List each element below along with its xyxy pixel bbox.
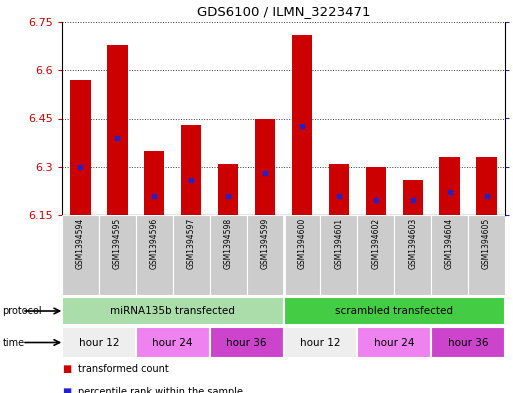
- Text: hour 24: hour 24: [152, 338, 193, 347]
- Text: hour 36: hour 36: [448, 338, 488, 347]
- Bar: [99, 215, 136, 295]
- Text: miRNA135b transfected: miRNA135b transfected: [110, 306, 235, 316]
- Text: time: time: [3, 338, 25, 347]
- Bar: [394, 215, 431, 295]
- Text: percentile rank within the sample: percentile rank within the sample: [78, 387, 243, 393]
- Text: GSM1394594: GSM1394594: [76, 217, 85, 269]
- Bar: [284, 215, 321, 295]
- Text: hour 12: hour 12: [300, 338, 341, 347]
- Text: GSM1394598: GSM1394598: [224, 217, 232, 268]
- Bar: [247, 215, 284, 295]
- Text: GSM1394603: GSM1394603: [408, 217, 417, 269]
- Bar: [144, 151, 165, 215]
- Bar: [218, 163, 238, 215]
- Text: hour 12: hour 12: [78, 338, 119, 347]
- Text: hour 24: hour 24: [374, 338, 415, 347]
- Bar: [440, 157, 460, 215]
- Bar: [107, 44, 128, 215]
- Title: GDS6100 / ILMN_3223471: GDS6100 / ILMN_3223471: [197, 5, 370, 18]
- Bar: [358, 215, 394, 295]
- Bar: [468, 215, 505, 295]
- Bar: [62, 297, 284, 325]
- Bar: [403, 180, 423, 215]
- Text: scrambled transfected: scrambled transfected: [336, 306, 453, 316]
- Text: GSM1394605: GSM1394605: [482, 217, 491, 269]
- Bar: [173, 215, 210, 295]
- Bar: [431, 215, 468, 295]
- Text: GSM1394597: GSM1394597: [187, 217, 195, 269]
- Bar: [62, 215, 99, 295]
- Bar: [329, 163, 349, 215]
- Bar: [62, 327, 136, 358]
- Bar: [136, 327, 210, 358]
- Bar: [210, 327, 284, 358]
- Bar: [321, 215, 358, 295]
- Text: transformed count: transformed count: [78, 364, 169, 374]
- Text: GSM1394599: GSM1394599: [261, 217, 269, 269]
- Bar: [284, 327, 358, 358]
- Text: GSM1394604: GSM1394604: [445, 217, 454, 269]
- Text: protocol: protocol: [3, 306, 42, 316]
- Text: GSM1394595: GSM1394595: [113, 217, 122, 269]
- Text: hour 36: hour 36: [226, 338, 267, 347]
- Text: GSM1394602: GSM1394602: [371, 217, 380, 268]
- Bar: [292, 35, 312, 215]
- Text: GSM1394596: GSM1394596: [150, 217, 159, 269]
- Bar: [210, 215, 247, 295]
- Bar: [255, 119, 275, 215]
- Text: GSM1394601: GSM1394601: [334, 217, 343, 268]
- Text: ■: ■: [62, 387, 71, 393]
- Text: GSM1394600: GSM1394600: [298, 217, 306, 269]
- Bar: [284, 297, 505, 325]
- Bar: [477, 157, 497, 215]
- Bar: [431, 327, 505, 358]
- Bar: [181, 125, 202, 215]
- Bar: [358, 327, 431, 358]
- Bar: [366, 167, 386, 215]
- Text: ■: ■: [62, 364, 71, 374]
- Bar: [70, 80, 91, 215]
- Bar: [136, 215, 173, 295]
